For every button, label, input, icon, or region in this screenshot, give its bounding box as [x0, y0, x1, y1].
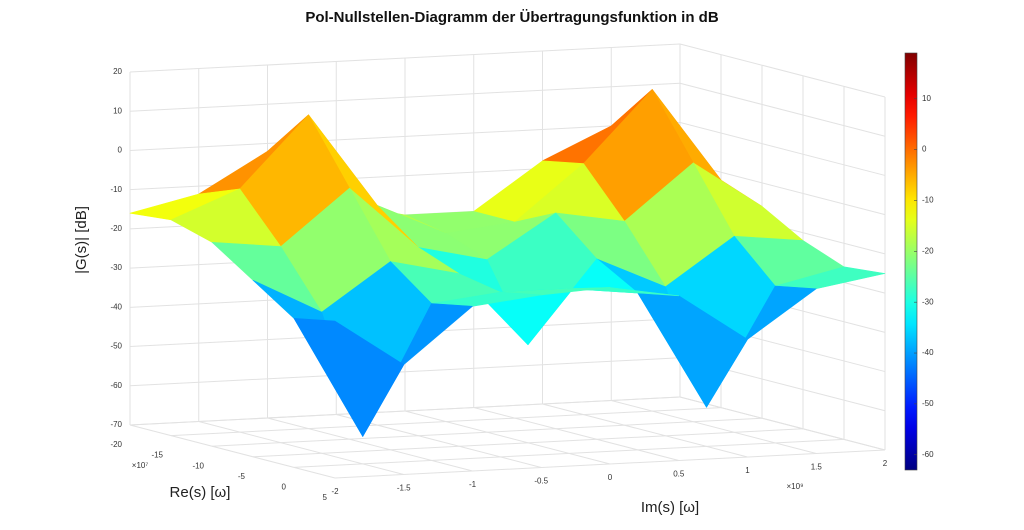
z-tick-label: -10	[110, 185, 122, 194]
grid-line	[542, 403, 748, 458]
z-axis-label: |G(s)| [dB]	[73, 206, 90, 274]
chart-title: Pol-Nullstellen-Diagramm der Übertragung…	[305, 9, 719, 26]
colorbar-tick-label: -60	[922, 450, 934, 459]
x-tick-label: -0.5	[534, 477, 548, 486]
z-tick-label: 10	[113, 106, 122, 115]
x-tick-label: -1	[469, 480, 477, 489]
z-tick-label: -60	[110, 381, 122, 390]
x-tick-label: 0	[608, 473, 613, 482]
y-multiplier: ×10⁷	[132, 461, 149, 470]
y-axis-label: Re(s) [ω]	[170, 484, 231, 501]
grid-line	[198, 421, 404, 475]
z-tick-label: 20	[113, 67, 122, 76]
z-tick-label: 0	[118, 146, 123, 155]
grid-line	[473, 407, 679, 461]
colorbar-tick-label: 0	[922, 145, 927, 154]
y-tick-label: -10	[192, 461, 204, 470]
z-tick-label: -30	[110, 263, 122, 272]
colorbar-tick-label: -30	[922, 297, 934, 306]
grid-line	[679, 121, 886, 176]
grid-line	[679, 396, 886, 451]
y-tick-label: -5	[238, 472, 246, 481]
grid-line	[611, 400, 817, 454]
z-tick-label: -50	[110, 342, 122, 351]
colorbar-tick-label: 10	[922, 94, 931, 103]
z-tick-label: -70	[110, 420, 122, 429]
z-tick-label: -20	[110, 224, 122, 233]
y-tick-label: 0	[282, 483, 287, 492]
y-tick-label: -20	[110, 440, 122, 449]
grid-line	[252, 428, 804, 458]
y-tick-label: 5	[323, 493, 328, 502]
x-tick-label: 1	[745, 466, 750, 475]
colorbar-tick-label: -10	[922, 196, 934, 205]
grid-line	[334, 449, 886, 479]
x-tick-label: -1.5	[397, 484, 411, 493]
x-axis-label: Im(s) [ω]	[641, 499, 699, 516]
grid-line	[211, 417, 763, 447]
z-tick-label: -40	[110, 302, 122, 311]
grid-line	[170, 407, 722, 437]
x-tick-label: -2	[331, 487, 339, 496]
grid-line	[404, 410, 611, 465]
grid-line	[679, 43, 886, 98]
y-tick-label: -15	[151, 451, 163, 460]
x-tick-label: 2	[883, 459, 888, 468]
grid-line	[129, 396, 681, 426]
colorbar-tick-label: -50	[922, 399, 934, 408]
x-multiplier: ×10⁹	[787, 482, 804, 491]
x-tick-label: 0.5	[673, 470, 685, 479]
surface-cell	[293, 318, 405, 437]
grid-line	[679, 161, 886, 216]
x-tick-label: 1.5	[811, 463, 823, 472]
grid-line	[293, 438, 845, 468]
colorbar-tick-label: -40	[922, 348, 934, 357]
grid-line	[267, 417, 473, 472]
grid-line	[129, 424, 336, 479]
colorbar-tick-label: -20	[922, 246, 934, 255]
colorbar	[904, 52, 918, 471]
grid-line	[679, 82, 886, 137]
